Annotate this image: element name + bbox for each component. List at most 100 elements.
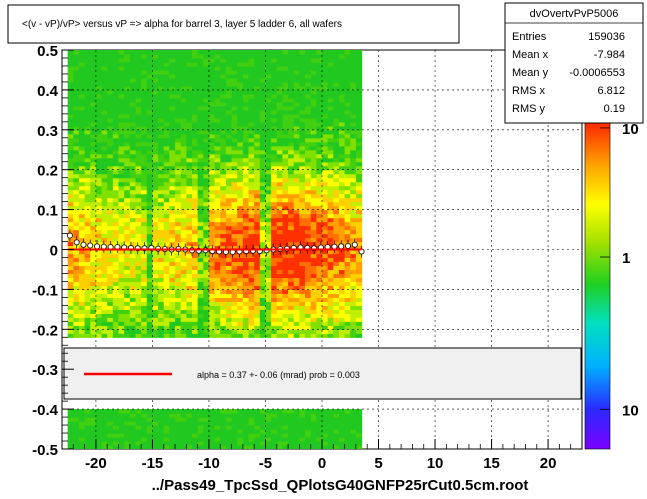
heatmap-cell <box>322 53 329 59</box>
heatmap-cell <box>78 445 86 449</box>
heatmap-cell <box>129 61 137 67</box>
heatmap-cell <box>67 237 74 243</box>
heatmap-cell <box>169 317 176 322</box>
heatmap-cell <box>163 317 170 322</box>
heatmap-cell <box>276 305 284 310</box>
heatmap-cell <box>141 189 148 195</box>
heatmap-cell <box>310 205 317 211</box>
heatmap-cell <box>350 305 357 310</box>
heatmap-cell <box>203 229 210 235</box>
heatmap-cell <box>220 301 227 306</box>
heatmap-cell <box>299 121 306 127</box>
heatmap-cell <box>225 321 233 326</box>
heatmap-cell <box>163 249 170 255</box>
heatmap-cell <box>282 77 289 83</box>
heatmap-cell <box>118 437 125 442</box>
heatmap-cell <box>333 289 340 294</box>
heatmap-cell <box>310 69 317 75</box>
heatmap-cell <box>225 169 233 175</box>
heatmap-cell <box>231 293 238 298</box>
heatmap-cell <box>90 213 97 219</box>
heatmap-cell <box>208 69 216 75</box>
heatmap-cell <box>152 181 159 187</box>
heatmap-cell <box>214 133 221 139</box>
heatmap-cell <box>237 189 244 195</box>
heatmap-cell <box>350 433 357 438</box>
heatmap-cell <box>310 133 317 139</box>
heatmap-cell <box>118 201 125 207</box>
heatmap-cell <box>327 125 334 131</box>
heatmap-cell <box>305 121 312 127</box>
heatmap-cell <box>84 437 91 442</box>
heatmap-cell <box>288 173 295 179</box>
heatmap-cell <box>180 281 187 287</box>
heatmap-cell <box>78 165 86 171</box>
heatmap-cell <box>265 177 272 183</box>
heatmap-cell <box>338 177 346 183</box>
heatmap-cell <box>288 325 295 330</box>
heatmap-cell <box>192 109 199 115</box>
heatmap-cell <box>129 249 137 255</box>
heatmap-cell <box>107 93 114 99</box>
heatmap-cell <box>118 261 125 267</box>
heatmap-cell <box>338 145 346 151</box>
heatmap-cell <box>203 205 210 211</box>
heatmap-cell <box>248 169 255 175</box>
heatmap-cell <box>338 421 346 426</box>
heatmap-cell <box>299 309 306 314</box>
heatmap-cell <box>299 241 306 247</box>
heatmap-cell <box>225 97 233 103</box>
heatmap-cell <box>175 141 182 147</box>
heatmap-cell <box>271 209 278 215</box>
heatmap-cell <box>152 265 159 271</box>
heatmap-cell <box>225 305 233 310</box>
heatmap-cell <box>220 409 227 414</box>
heatmap-cell <box>254 325 261 330</box>
heatmap-cell <box>231 309 238 314</box>
heatmap-cell <box>84 221 91 227</box>
heatmap-cell <box>237 289 244 294</box>
heatmap-cell <box>175 169 182 175</box>
heatmap-cell <box>169 209 176 215</box>
heatmap-cell <box>180 265 187 271</box>
heatmap-cell <box>293 50 300 55</box>
heatmap-cell <box>355 201 363 207</box>
heatmap-cell <box>107 261 114 267</box>
heatmap-cell <box>259 237 267 243</box>
heatmap-cell <box>107 185 114 191</box>
heatmap-cell <box>220 437 227 442</box>
heatmap-cell <box>288 237 295 243</box>
heatmap-cell <box>203 69 210 75</box>
heatmap-cell <box>288 185 295 191</box>
heatmap-cell <box>225 325 233 330</box>
heatmap-cell <box>355 277 363 283</box>
heatmap-cell <box>158 329 165 334</box>
heatmap-cell <box>163 229 170 235</box>
heatmap-cell <box>129 125 137 131</box>
heatmap-cell <box>118 417 125 422</box>
heatmap-cell <box>259 429 267 434</box>
heatmap-cell <box>73 197 80 203</box>
heatmap-cell <box>265 413 272 418</box>
heatmap-cell <box>220 253 227 259</box>
heatmap-cell <box>135 65 142 71</box>
heatmap-cell <box>84 201 91 207</box>
heatmap-cell <box>90 97 97 103</box>
heatmap-cell <box>350 301 357 306</box>
z-tick-label: 10 <box>622 121 639 138</box>
heatmap-cell <box>276 117 284 123</box>
heatmap-cell <box>338 81 346 87</box>
heatmap-cell <box>305 117 312 123</box>
heatmap-cell <box>84 281 91 287</box>
heatmap-cell <box>146 169 154 175</box>
heatmap-cell <box>101 153 108 159</box>
heatmap-cell <box>197 213 204 219</box>
heatmap-cell <box>242 125 250 131</box>
heatmap-cell <box>118 313 125 318</box>
heatmap-cell <box>203 297 210 302</box>
heatmap-cell <box>293 265 300 271</box>
heatmap-cell <box>73 269 80 275</box>
heatmap-cell <box>90 273 97 279</box>
heatmap-cell <box>254 237 261 243</box>
heatmap-cell <box>288 117 295 123</box>
